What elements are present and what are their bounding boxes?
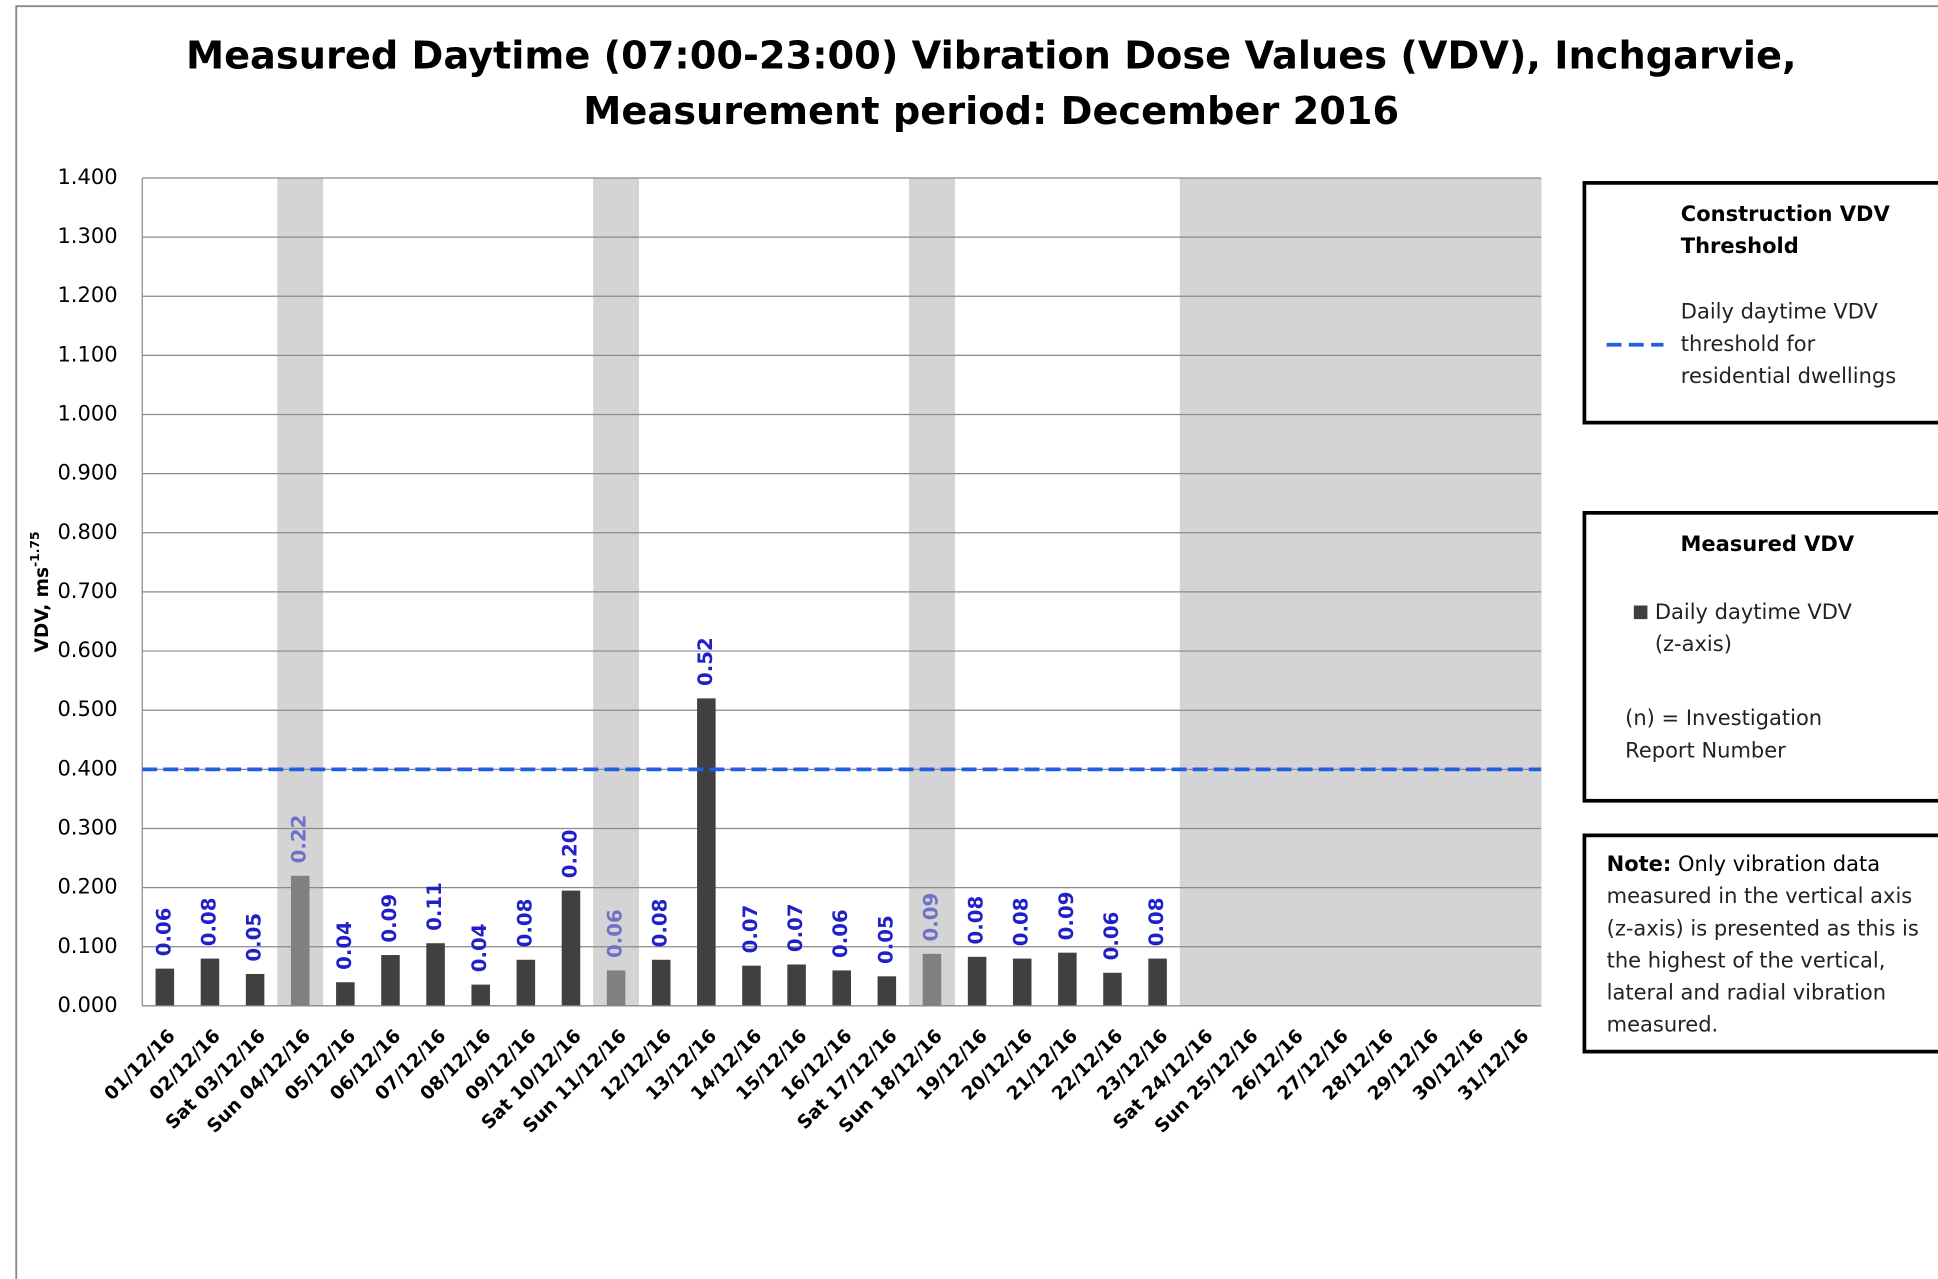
note-line: measured in the vertical axis bbox=[1607, 884, 1913, 908]
data-label: 0.08 bbox=[513, 899, 536, 948]
note-line: the highest of the vertical, bbox=[1607, 948, 1886, 972]
data-label: 0.08 bbox=[197, 897, 220, 946]
bar bbox=[832, 970, 851, 1006]
data-label: 0.08 bbox=[1145, 897, 1168, 946]
bar bbox=[471, 984, 490, 1006]
legend-title: Measured VDV bbox=[1680, 532, 1854, 556]
legend-label: Daily daytime VDV bbox=[1655, 600, 1853, 624]
data-label: 0.52 bbox=[694, 637, 717, 686]
bar bbox=[155, 968, 175, 1006]
data-label: 0.09 bbox=[919, 893, 942, 942]
note-box bbox=[1582, 833, 1938, 1054]
bar bbox=[1103, 972, 1122, 1006]
data-label: 0.06 bbox=[152, 908, 175, 957]
y-tick-label: 0.500 bbox=[57, 697, 117, 721]
note-label: Note: bbox=[1607, 852, 1672, 876]
bar bbox=[561, 890, 581, 1006]
data-label: 0.04 bbox=[468, 923, 491, 972]
y-tick-label: 0.200 bbox=[57, 875, 117, 899]
data-label: 0.05 bbox=[243, 913, 266, 962]
bar bbox=[245, 973, 265, 1006]
bar bbox=[290, 875, 310, 1006]
bar bbox=[200, 958, 220, 1006]
note-line: lateral and radial vibration bbox=[1607, 981, 1886, 1005]
measured-legend-box bbox=[1582, 510, 1938, 803]
threshold-legend-box bbox=[1582, 181, 1938, 425]
frame bbox=[15, 5, 1938, 1279]
bar bbox=[606, 970, 626, 1006]
y-axis-label: VDV, ms-1.75 bbox=[27, 531, 52, 652]
bar bbox=[516, 959, 536, 1006]
legend-title: Construction VDV bbox=[1681, 202, 1891, 226]
note-line: (z-axis) is presented as this is bbox=[1607, 916, 1919, 940]
bar bbox=[967, 956, 987, 1006]
y-axis-label-text: VDV, ms bbox=[32, 567, 53, 652]
y-tick-label: 0.900 bbox=[57, 461, 117, 485]
data-label: 0.09 bbox=[1055, 892, 1078, 941]
bar bbox=[697, 698, 716, 1006]
data-label: 0.06 bbox=[829, 909, 852, 958]
bar bbox=[336, 982, 355, 1006]
data-label: 0.05 bbox=[874, 915, 897, 964]
y-tick-label: 1.200 bbox=[57, 283, 117, 307]
data-label: 0.22 bbox=[288, 815, 311, 864]
y-tick-label: 1.000 bbox=[57, 402, 117, 426]
bar bbox=[922, 953, 942, 1006]
legend-label: (z-axis) bbox=[1655, 632, 1732, 656]
legend-note: (n) = Investigation bbox=[1625, 706, 1822, 730]
data-label: 0.06 bbox=[604, 909, 627, 958]
data-label: 0.09 bbox=[378, 894, 401, 943]
data-label: 0.20 bbox=[558, 829, 581, 878]
note-line: Only vibration data bbox=[1671, 852, 1880, 876]
data-label: 0.11 bbox=[423, 882, 446, 931]
bar bbox=[1058, 952, 1077, 1006]
bar bbox=[877, 976, 897, 1006]
bar bbox=[426, 943, 445, 1006]
y-tick-label: 1.400 bbox=[57, 165, 117, 189]
bar bbox=[1012, 958, 1032, 1006]
chart-title: Measured Daytime (07:00-23:00) Vibration… bbox=[186, 34, 1797, 79]
y-axis-label-superscript: -1.75 bbox=[27, 531, 41, 567]
y-tick-label: 0.600 bbox=[57, 638, 117, 662]
y-tick-label: 0.000 bbox=[57, 993, 117, 1017]
data-label: 0.06 bbox=[1100, 912, 1123, 961]
y-tick-label: 0.800 bbox=[57, 520, 117, 544]
chart-title: Measurement period: December 2016 bbox=[583, 89, 1399, 134]
bar bbox=[651, 959, 671, 1006]
y-tick-label: 1.300 bbox=[57, 224, 117, 248]
legend-note: Report Number bbox=[1625, 738, 1786, 762]
legend-label: threshold for bbox=[1681, 332, 1816, 356]
note-text: Note: Only vibration data bbox=[1607, 852, 1880, 876]
note-line: measured. bbox=[1607, 1013, 1719, 1037]
legend-title: Threshold bbox=[1681, 234, 1799, 258]
bar bbox=[742, 965, 761, 1006]
legend-bar-swatch bbox=[1633, 605, 1648, 620]
data-label: 0.07 bbox=[739, 905, 762, 954]
bar bbox=[787, 964, 806, 1006]
data-label: 0.08 bbox=[965, 896, 988, 945]
y-tick-label: 1.100 bbox=[57, 342, 117, 366]
data-label: 0.08 bbox=[1010, 897, 1033, 946]
y-tick-label: 0.100 bbox=[57, 934, 117, 958]
data-label: 0.04 bbox=[333, 921, 356, 970]
bar bbox=[381, 955, 400, 1006]
y-tick-label: 0.400 bbox=[57, 756, 117, 780]
data-label: 0.08 bbox=[649, 899, 672, 948]
legend-label: residential dwellings bbox=[1681, 364, 1896, 388]
data-label: 0.07 bbox=[784, 903, 807, 952]
bar bbox=[1148, 958, 1167, 1006]
y-tick-label: 0.300 bbox=[57, 815, 117, 839]
y-tick-label: 0.700 bbox=[57, 579, 117, 603]
legend-label: Daily daytime VDV bbox=[1681, 300, 1879, 324]
